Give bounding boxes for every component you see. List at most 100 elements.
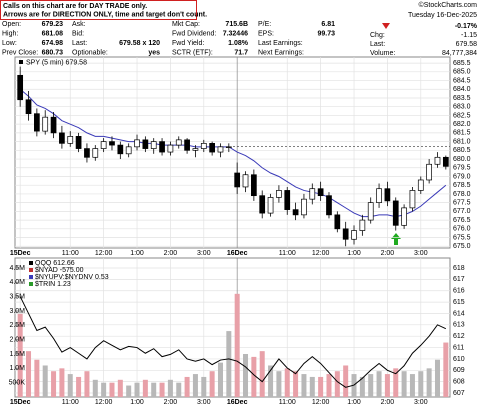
volume-bar <box>109 382 115 397</box>
y2-tick-label: 607 <box>453 390 465 397</box>
side-value: 679.58 <box>456 41 478 48</box>
candle-body <box>217 146 224 153</box>
volume-bar <box>426 368 432 397</box>
volume-bar <box>268 365 274 397</box>
y-tick-label: 4.5M <box>9 265 25 272</box>
candle-body <box>334 214 341 230</box>
x-tick-label: 15Dec <box>10 250 31 257</box>
y-tick-label: 676.5 <box>453 217 471 224</box>
y-tick-label: 681.0 <box>453 138 471 145</box>
volume-bar <box>418 371 424 397</box>
volume-bar <box>276 371 282 397</box>
y-tick-label: 678.0 <box>453 191 471 198</box>
volume-bar <box>42 365 48 397</box>
legend-swatch <box>29 268 33 272</box>
volume-bar <box>301 374 307 397</box>
volume-bar <box>176 382 182 397</box>
candle-body <box>267 197 274 214</box>
x-tick-label: 2:00 <box>164 399 178 406</box>
quote-label: Last Earnings: <box>258 40 303 47</box>
y2-tick-label: 615 <box>453 299 465 306</box>
y-tick-label: 500K <box>9 380 26 387</box>
side-label: Chg: <box>370 32 385 39</box>
y-tick-label: 2.5M <box>9 322 25 329</box>
quote-value: 679.23 <box>42 21 64 28</box>
y-tick-label: 683.0 <box>453 104 471 111</box>
volume-bar <box>101 382 107 397</box>
side-value: -1.15 <box>461 32 477 39</box>
volume-bar <box>284 368 290 397</box>
candle-body <box>134 139 140 148</box>
x-tick-label: 12:00 <box>95 399 113 406</box>
x-tick-label: 11:00 <box>62 250 79 257</box>
legend-swatch <box>29 261 33 265</box>
volume-bar <box>343 365 349 397</box>
y-tick-label: 1.5M <box>9 351 25 358</box>
candle-body <box>384 188 391 202</box>
quote-value: 680.73 <box>42 49 64 56</box>
x-tick-label: 15Dec <box>10 399 31 406</box>
volume-bar <box>59 368 65 397</box>
y-tick-label: 679.0 <box>453 173 471 180</box>
candle-body <box>209 142 215 153</box>
candle-body <box>426 163 432 181</box>
legend-swatch <box>19 60 23 64</box>
volume-bar <box>167 379 173 397</box>
candle-body <box>200 142 207 149</box>
candle-body <box>317 188 324 197</box>
direction-arrow <box>391 233 401 245</box>
candle-body <box>225 146 232 148</box>
volume-bar <box>142 379 148 397</box>
notice-line: Calls on this chart are for DAY TRADE on… <box>3 3 147 10</box>
y-tick-label: 682.0 <box>453 121 471 128</box>
y-tick-label: 1.0M <box>9 365 25 372</box>
quote-label: P/E: <box>258 21 271 28</box>
volume-bar <box>443 342 449 397</box>
y-tick-label: 682.5 <box>453 112 471 119</box>
candle-body <box>301 198 307 216</box>
volume-bar <box>117 379 123 397</box>
legend-label: $TRIN 1.23 <box>35 281 71 288</box>
candle-body <box>34 113 40 132</box>
x-tick-label: 2:00 <box>164 250 178 257</box>
volume-bar <box>243 354 249 397</box>
quote-value: 715.6B <box>225 21 248 28</box>
notice-box <box>0 0 197 20</box>
volume-bar <box>159 382 165 397</box>
candle-body <box>376 188 382 203</box>
legend-label: $NYUPV:$NYDNV 0.53 <box>35 274 109 281</box>
quote-label: Low: <box>2 40 17 47</box>
legend-label: QQQ 612.66 <box>35 260 75 267</box>
price-line <box>19 296 447 388</box>
volume-bar <box>234 293 240 397</box>
volume-bar <box>209 371 215 397</box>
candle-body <box>150 141 157 149</box>
candle-body <box>84 148 90 158</box>
side-label: Volume: <box>370 50 395 57</box>
y-tick-label: 3.5M <box>9 294 25 301</box>
x-tick-label: 1:00 <box>130 399 144 406</box>
y-tick-label: 2.0M <box>9 337 25 344</box>
quote-label: Bid: <box>72 30 84 37</box>
x-tick-label: 2:00 <box>381 399 395 406</box>
panel-title: SPY (5 min) 679.58 <box>26 59 87 66</box>
candle-body <box>17 74 24 101</box>
volume-bar <box>226 331 232 397</box>
candle-body <box>351 230 357 240</box>
candle-body <box>251 174 257 197</box>
legend-swatch <box>29 282 33 286</box>
candle-body <box>401 207 407 226</box>
moving-average <box>19 88 447 218</box>
volume-bar <box>151 382 157 397</box>
y-tick-label: 678.5 <box>453 182 471 189</box>
candle-body <box>192 148 199 151</box>
side-label: Last: <box>370 41 385 48</box>
y-tick-label: 676.0 <box>453 226 471 233</box>
volume-bar <box>126 385 132 397</box>
y2-tick-label: 611 <box>453 344 464 351</box>
candle-body <box>50 116 57 134</box>
candle-body <box>167 144 174 153</box>
volume-bar <box>84 371 90 397</box>
x-tick-label: 3:00 <box>414 399 428 406</box>
